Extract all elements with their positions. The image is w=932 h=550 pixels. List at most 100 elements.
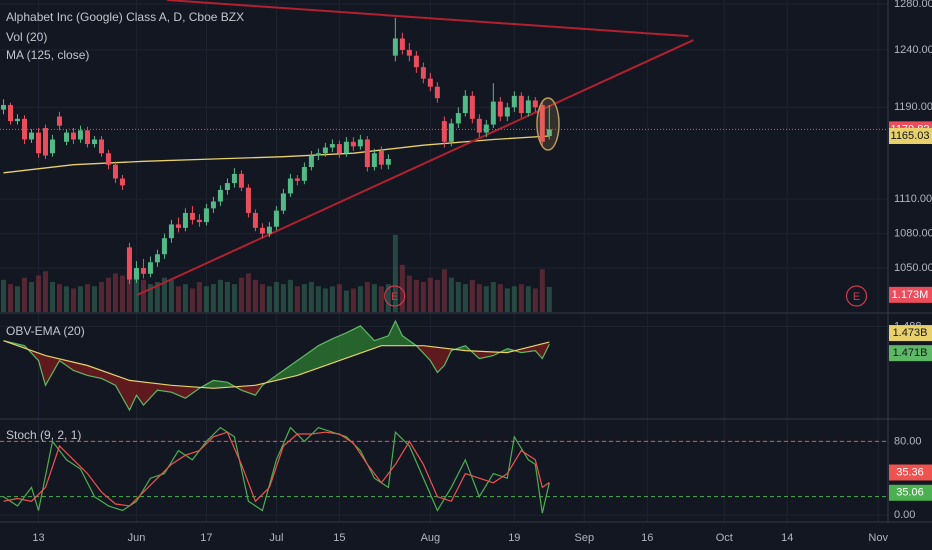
candle-body (182, 212, 188, 228)
volume-bar (266, 286, 272, 312)
earnings-marker (384, 285, 406, 307)
volume-bar (546, 286, 552, 312)
price-tag (889, 484, 932, 501)
price-tag-label: 1165.03 (891, 130, 930, 142)
volume-bar (168, 279, 174, 312)
price-tag (889, 127, 932, 144)
volume-bar (63, 286, 69, 312)
price-tag (889, 325, 932, 342)
stoch-title: Stoch (9, 2, 1) (6, 428, 81, 442)
volume-bar (315, 286, 321, 312)
candle-body (203, 208, 209, 223)
candle-body (336, 144, 342, 154)
earnings-marker (845, 285, 868, 307)
volume-bar (28, 282, 34, 312)
volume-bar (462, 284, 468, 312)
stoch-line (3, 426, 550, 514)
volume-bar (217, 279, 223, 312)
volume-bar (70, 288, 76, 312)
y-tick-label: 1050.00 (894, 262, 932, 274)
x-tick-label: Nov (868, 532, 888, 544)
candle-body (56, 116, 62, 126)
candle-body (140, 268, 146, 274)
candle-body (350, 141, 356, 147)
x-tick-label: Sep (575, 532, 595, 544)
volume-bar (133, 271, 139, 312)
candle-body (252, 212, 258, 228)
candle-body (462, 95, 468, 114)
candle-body (504, 107, 510, 117)
candle-body (224, 183, 230, 190)
x-tick-label: Aug (421, 532, 441, 544)
candle-body (77, 130, 83, 140)
volume-bar (525, 286, 531, 312)
volume-bar (294, 286, 300, 312)
candle-body (189, 212, 195, 220)
candle-body (329, 144, 335, 148)
volume-bar (455, 282, 461, 312)
volume-bar (322, 288, 328, 312)
candle-body (490, 101, 496, 125)
volume-bar (434, 279, 440, 312)
x-tick-label: 13 (32, 532, 44, 544)
volume-bar (189, 288, 195, 312)
volume-bar (259, 284, 265, 312)
volume-bar (7, 284, 13, 312)
volume-bar (532, 288, 538, 312)
candle-body (238, 173, 244, 188)
candle-body (42, 127, 48, 156)
stoch-line (3, 431, 550, 507)
volume-bar (371, 284, 377, 312)
obv-title: OBV-EMA (20) (6, 324, 85, 338)
volume-bar (210, 284, 216, 312)
candle-body (105, 153, 111, 165)
volume-bar (406, 275, 412, 312)
candle-body (364, 139, 370, 168)
volume-bar (56, 284, 62, 312)
volume-bar (14, 286, 20, 312)
candle-body (273, 210, 279, 227)
volume-bar (245, 273, 251, 312)
volume-legend: Vol (20) (6, 30, 47, 44)
candle-body (371, 153, 377, 168)
candle-body (168, 224, 174, 239)
price-tag (889, 286, 932, 303)
candle-body (266, 226, 272, 234)
candle-body (427, 78, 433, 87)
volume-bar (329, 286, 335, 312)
candle-body (308, 155, 314, 168)
candle-body (126, 247, 132, 280)
candle-body (343, 141, 349, 154)
volume-bar (98, 282, 104, 312)
y-tick-label: 0.00 (894, 509, 915, 521)
volume-bar (161, 277, 167, 312)
volume-bar (476, 284, 482, 312)
y-tick-label: 1190.00 (894, 101, 932, 113)
volume-bar (119, 275, 125, 312)
price-tag-label: 1.471B (893, 347, 928, 359)
y-tick-label: 1240.00 (894, 44, 932, 56)
volume-bar (91, 286, 97, 312)
highlight-ellipse (536, 97, 560, 151)
candle-body (378, 150, 384, 165)
price-tag-label: 1.473B (893, 327, 928, 339)
volume-bar (413, 279, 419, 312)
candle-body (455, 113, 461, 124)
volume-bar (511, 286, 517, 312)
ma-legend: MA (125, close) (6, 48, 89, 62)
y-tick-label: 1280.00 (894, 0, 932, 10)
volume-bar (35, 275, 41, 312)
candle-body (476, 118, 482, 133)
candle-body (392, 38, 398, 56)
volume-bar (504, 288, 510, 312)
chart-title: Alphabet Inc (Google) Class A, D, Cboe B… (6, 10, 244, 24)
candle-body (154, 254, 160, 263)
volume-bar (273, 282, 279, 312)
volume-bar (77, 286, 83, 312)
candle-body (441, 121, 447, 142)
volume-bar (518, 284, 524, 312)
volume-bar (252, 279, 258, 312)
candle-body (532, 100, 538, 108)
